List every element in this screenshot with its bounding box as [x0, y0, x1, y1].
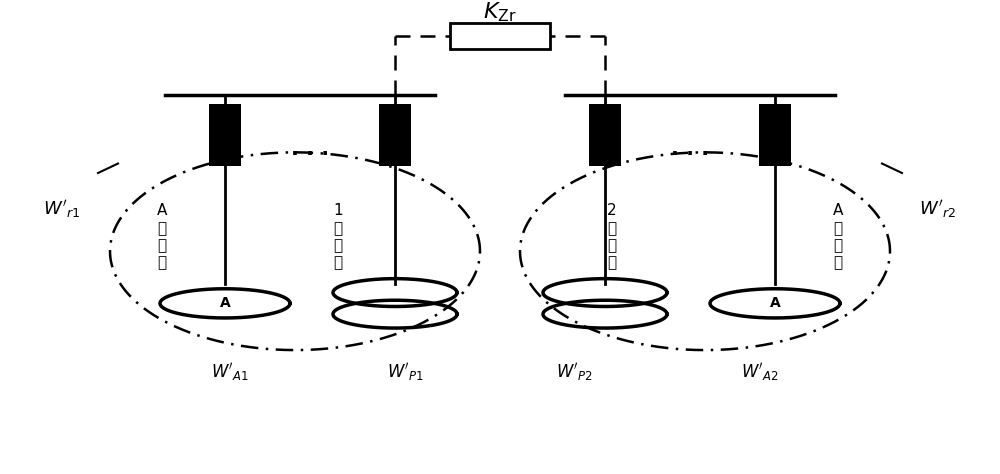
Text: $W'_{A1}$: $W'_{A1}$	[211, 361, 249, 383]
Text: $W'_{P2}$: $W'_{P2}$	[556, 361, 592, 383]
Text: A
用
户
乙: A 用 户 乙	[833, 203, 843, 271]
Text: A: A	[220, 296, 230, 310]
Text: $W'_{r2}$: $W'_{r2}$	[919, 198, 957, 219]
Bar	[589, 104, 621, 166]
Bar	[759, 104, 791, 166]
Text: A
用
户
甲: A 用 户 甲	[157, 203, 167, 271]
Text: . . .: . . .	[291, 139, 329, 159]
Bar	[209, 104, 241, 166]
Text: $K_{\rm Zr}$: $K_{\rm Zr}$	[483, 0, 517, 24]
Text: A: A	[770, 296, 780, 310]
Bar	[379, 104, 411, 166]
Text: . . .: . . .	[671, 139, 709, 159]
Text: 1
号
配
变: 1 号 配 变	[333, 203, 343, 271]
Text: 2
号
配
变: 2 号 配 变	[607, 203, 617, 271]
Text: $W'_{A2}$: $W'_{A2}$	[741, 361, 779, 383]
Text: $W'_{P1}$: $W'_{P1}$	[387, 361, 423, 383]
Bar	[450, 23, 550, 49]
Text: $W'_{r1}$: $W'_{r1}$	[43, 198, 81, 219]
